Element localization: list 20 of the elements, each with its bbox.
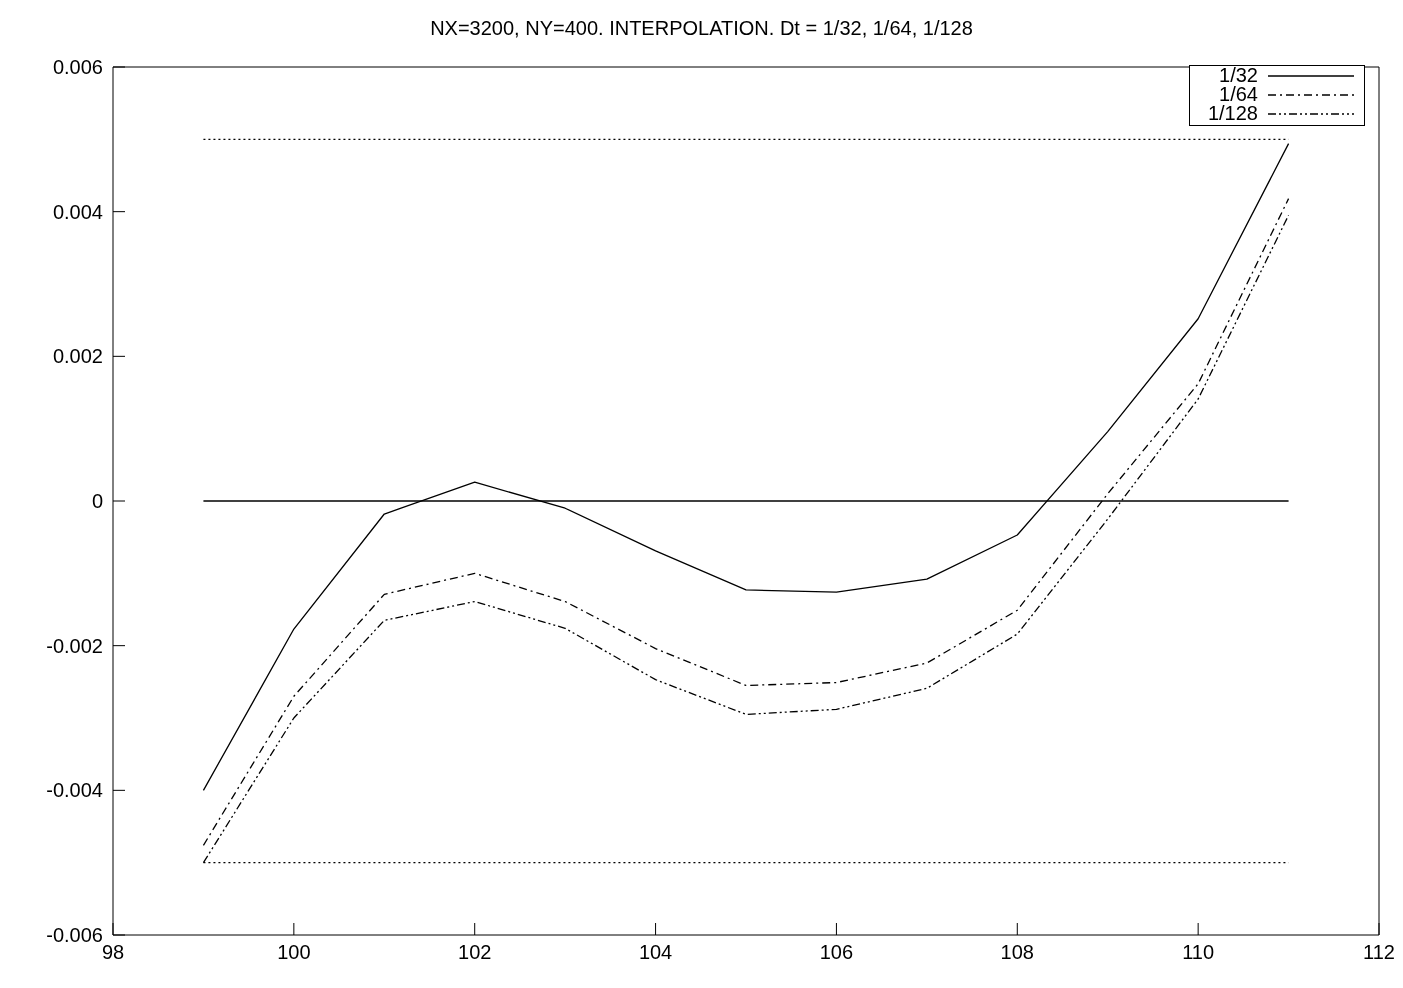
x-tick-label: 102	[458, 941, 492, 964]
legend-label: 1/32	[1219, 64, 1258, 86]
x-tick-label: 106	[819, 941, 854, 964]
y-tick-label: 0	[91, 490, 103, 513]
y-tick-label: 0.004	[52, 200, 103, 223]
y-tick-label: -0.002	[46, 634, 103, 657]
x-tick-label: 104	[638, 941, 673, 964]
chart-title: NX=3200, NY=400. INTERPOLATION. Dt = 1/32, 1/64, 1/128	[429, 16, 974, 41]
y-tick-label: 0.002	[52, 345, 103, 368]
y-tick-label: -0.006	[46, 924, 103, 947]
legend-label: 1/64	[1219, 83, 1258, 105]
x-tick-label: 98	[101, 941, 125, 964]
x-tick-label: 110	[1182, 941, 1215, 964]
x-tick-label: 108	[1000, 941, 1034, 964]
x-tick-label: 112	[1363, 941, 1395, 964]
y-tick-label: 0.006	[52, 56, 103, 79]
legend-label: 1/128	[1207, 102, 1258, 125]
y-tick-label: -0.004	[46, 779, 103, 802]
line-series	[202, 143, 1290, 791]
x-tick-label: 100	[277, 941, 311, 964]
